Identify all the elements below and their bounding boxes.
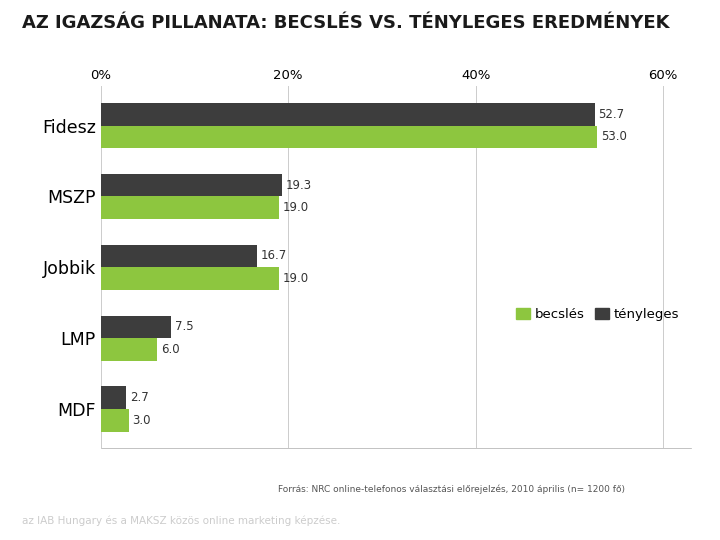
Text: 19.3: 19.3 [285,179,312,192]
Bar [101,125,598,148]
Text: 3.0: 3.0 [132,414,151,427]
Bar [101,103,595,125]
Legend: becslés, tényleges: becslés, tényleges [511,303,685,326]
Text: 19.0: 19.0 [283,272,309,285]
Text: 6.0: 6.0 [161,343,179,356]
Bar [101,267,279,290]
Bar [101,409,129,432]
Text: Forrás: NRC online-telefonos választási előrejelzés, 2010 április (n= 1200 fő): Forrás: NRC online-telefonos választási … [278,484,625,494]
Bar [101,174,282,197]
Text: 16.7: 16.7 [261,249,287,262]
Text: AZ IGAZSÁG PILLANATA: BECSLÉS VS. TÉNYLEGES EREDMÉNYEK: AZ IGAZSÁG PILLANATA: BECSLÉS VS. TÉNYLE… [22,14,669,31]
Bar [101,315,171,338]
Text: az IAB Hungary és a MAKSZ közös online marketing képzése.: az IAB Hungary és a MAKSZ közös online m… [22,516,340,526]
Bar [101,197,279,219]
Text: DIGITÁLIS MESTERKURZUS: DIGITÁLIS MESTERKURZUS [22,482,250,497]
Text: 19.0: 19.0 [283,201,309,214]
Text: 53.0: 53.0 [601,130,627,144]
Bar [101,245,257,267]
Text: 2.7: 2.7 [130,391,148,404]
Text: 7.5: 7.5 [175,320,194,333]
Bar [101,338,157,361]
Text: 52.7: 52.7 [598,107,624,120]
Bar [101,387,126,409]
